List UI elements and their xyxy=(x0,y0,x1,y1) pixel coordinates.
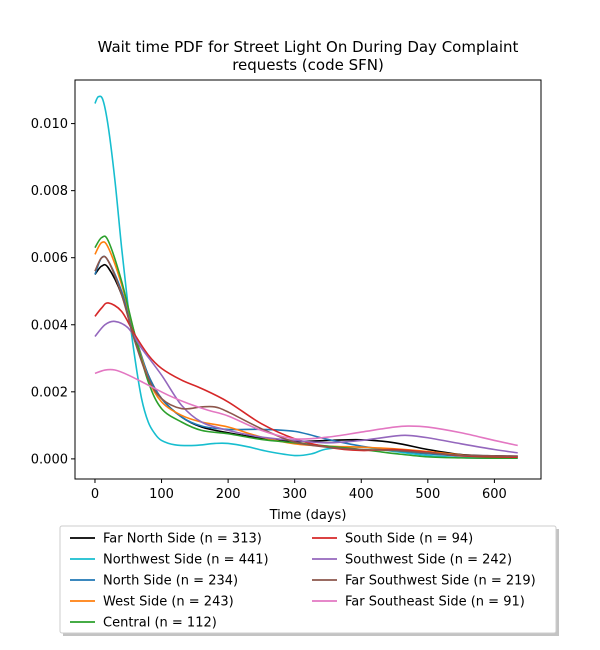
x-axis-ticks: 0 100 200 300 400 500 600 xyxy=(91,479,507,502)
legend-box xyxy=(59,525,557,634)
chart-title-line-2: requests (code SFN) xyxy=(232,56,384,74)
series-line-8 xyxy=(94,255,518,457)
legend-entry-label: Far Southeast Side (n = 91) xyxy=(345,595,525,610)
series-line-3 xyxy=(94,255,518,458)
y-tick-label: 0.006 xyxy=(31,251,68,266)
series-line-7 xyxy=(94,320,518,454)
legend-entry-label: Far North Side (n = 313) xyxy=(103,532,262,547)
legend-entry-label: North Side (n = 234) xyxy=(103,574,238,589)
x-tick-label: 200 xyxy=(216,487,241,502)
chart-title-line-1: Wait time PDF for Street Light On During… xyxy=(98,38,519,56)
legend-entry-label: West Side (n = 243) xyxy=(103,595,234,610)
x-tick-label: 0 xyxy=(91,487,99,502)
legend-entry-label: Central (n = 112) xyxy=(103,616,217,631)
legend-entry-label: Northwest Side (n = 441) xyxy=(103,553,269,568)
y-tick-label: 0.010 xyxy=(31,117,68,132)
x-tick-label: 400 xyxy=(349,487,374,502)
plot-area-frame xyxy=(74,79,542,480)
legend-entry-label: South Side (n = 94) xyxy=(345,532,473,547)
x-tick-label: 600 xyxy=(482,487,507,502)
x-tick-label: 500 xyxy=(415,487,440,502)
series-line-5 xyxy=(94,235,518,460)
legend-entry-label: Far Southwest Side (n = 219) xyxy=(345,574,536,589)
plot-lines xyxy=(94,95,518,460)
x-tick-label: 300 xyxy=(282,487,307,502)
y-tick-label: 0.002 xyxy=(31,385,68,400)
y-tick-label: 0.000 xyxy=(31,452,68,467)
x-axis-label: Time (days) xyxy=(269,508,347,523)
y-tick-label: 0.004 xyxy=(31,318,68,333)
y-tick-label: 0.008 xyxy=(31,184,68,199)
y-axis-ticks: 0.000 0.002 0.004 0.006 0.008 0.010 xyxy=(31,117,75,467)
x-tick-label: 100 xyxy=(149,487,174,502)
legend: Far North Side (n = 313) Northwest Side (… xyxy=(59,525,559,636)
legend-entry-label: Southwest Side (n = 242) xyxy=(345,553,512,568)
series-line-9 xyxy=(94,368,518,447)
